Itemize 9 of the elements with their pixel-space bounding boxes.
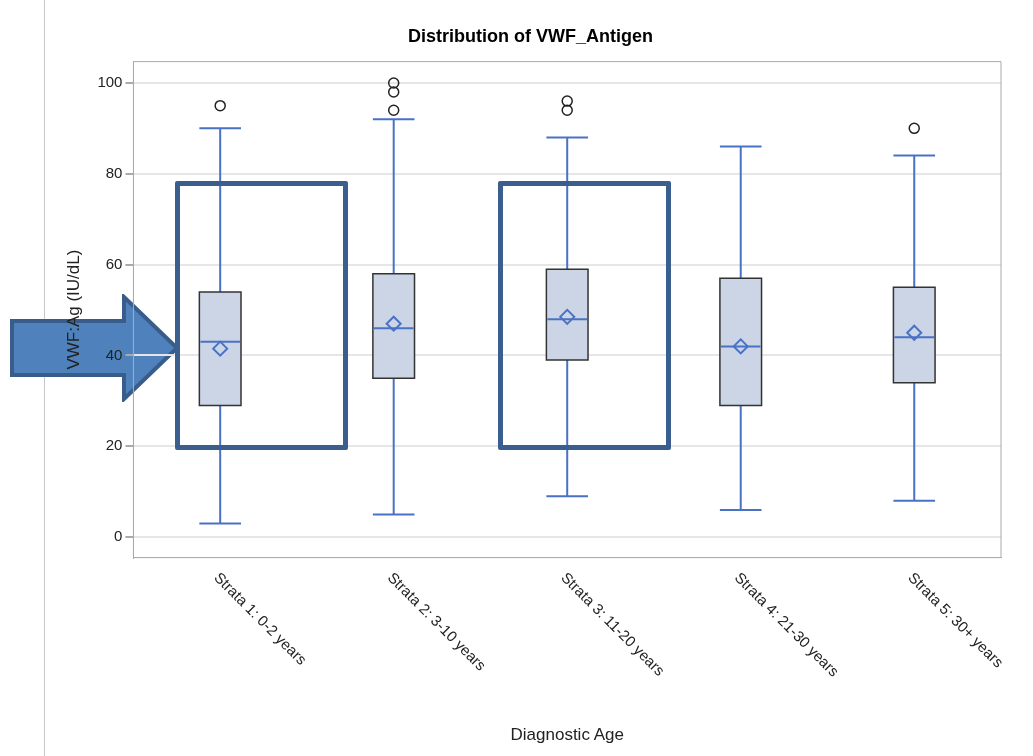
x-axis-title: Diagnostic Age bbox=[510, 725, 624, 745]
y-tick-label: 60 bbox=[105, 254, 123, 272]
y-tick-label: 20 bbox=[105, 436, 123, 454]
y-tick-label: 100 bbox=[97, 73, 123, 91]
y-tick-label: 0 bbox=[114, 527, 123, 545]
y-axis-title: VWF:Ag (IU/dL) bbox=[63, 249, 83, 370]
y-tick-label: 80 bbox=[105, 163, 123, 181]
y-tick-label: 40 bbox=[105, 345, 123, 363]
chart-title: Distribution of VWF_Antigen bbox=[408, 25, 653, 46]
